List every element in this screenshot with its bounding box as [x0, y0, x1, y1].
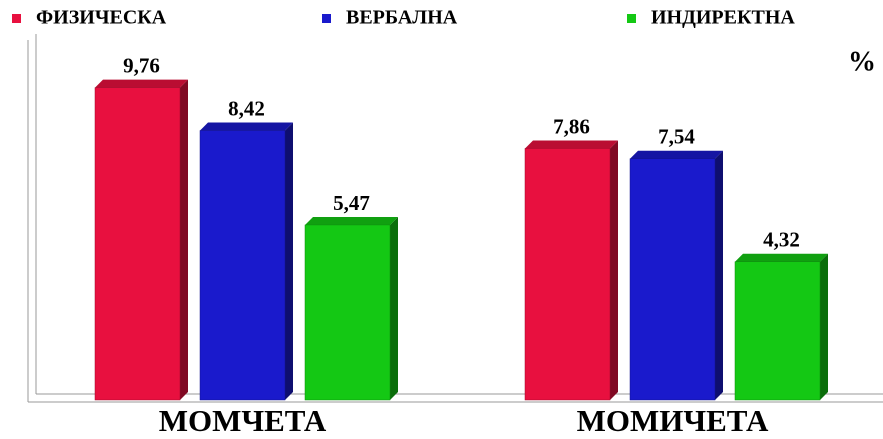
- value-label: 7,54: [658, 125, 695, 149]
- bar: [94, 87, 181, 401]
- bar-top: [525, 140, 618, 149]
- bar-side: [715, 150, 723, 400]
- bar-top: [630, 150, 723, 159]
- bar-top: [735, 253, 828, 262]
- legend-swatch: [627, 14, 636, 23]
- legend-label: ФИЗИЧЕСКА: [36, 7, 167, 29]
- bar: [199, 130, 286, 401]
- x-tick-label: МОМИЧЕТА: [577, 403, 769, 438]
- value-label: 4,32: [763, 228, 800, 252]
- legend-label: ВЕРБАЛНА: [346, 7, 458, 29]
- value-label: 7,86: [553, 114, 590, 138]
- bar-side: [820, 253, 828, 400]
- bar-side: [390, 216, 398, 400]
- bar-top: [95, 79, 188, 88]
- value-label: 5,47: [333, 191, 370, 215]
- bar-side: [610, 140, 618, 401]
- bar: [629, 158, 716, 401]
- legend-label: ИНДИРЕКТНА: [651, 7, 795, 29]
- x-tick-label: МОМЧЕТА: [159, 403, 327, 438]
- bar: [304, 224, 391, 401]
- bar: [524, 148, 611, 401]
- bar-top: [305, 216, 398, 225]
- value-label: 9,76: [123, 53, 160, 77]
- bar-side: [285, 122, 293, 400]
- unit-label: %: [848, 46, 876, 77]
- value-label: 8,42: [228, 96, 265, 120]
- legend-swatch: [322, 14, 331, 23]
- bar-top: [200, 122, 293, 131]
- legend-swatch: [12, 14, 21, 23]
- bar: [734, 261, 821, 401]
- bar-side: [180, 79, 188, 401]
